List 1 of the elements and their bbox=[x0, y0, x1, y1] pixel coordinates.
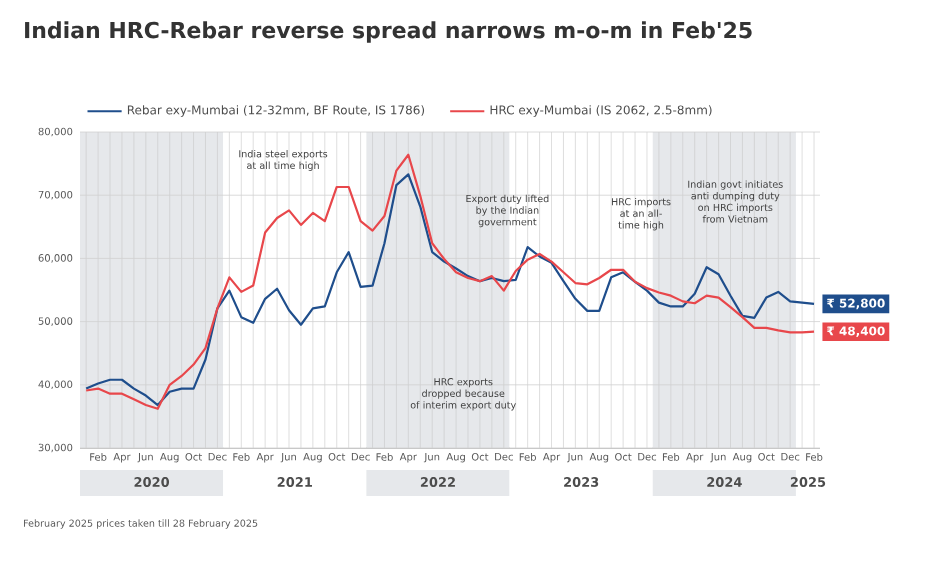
chart-title: Indian HRC-Rebar reverse spread narrows m-o-m in Feb'25 bbox=[25, 21, 752, 43]
